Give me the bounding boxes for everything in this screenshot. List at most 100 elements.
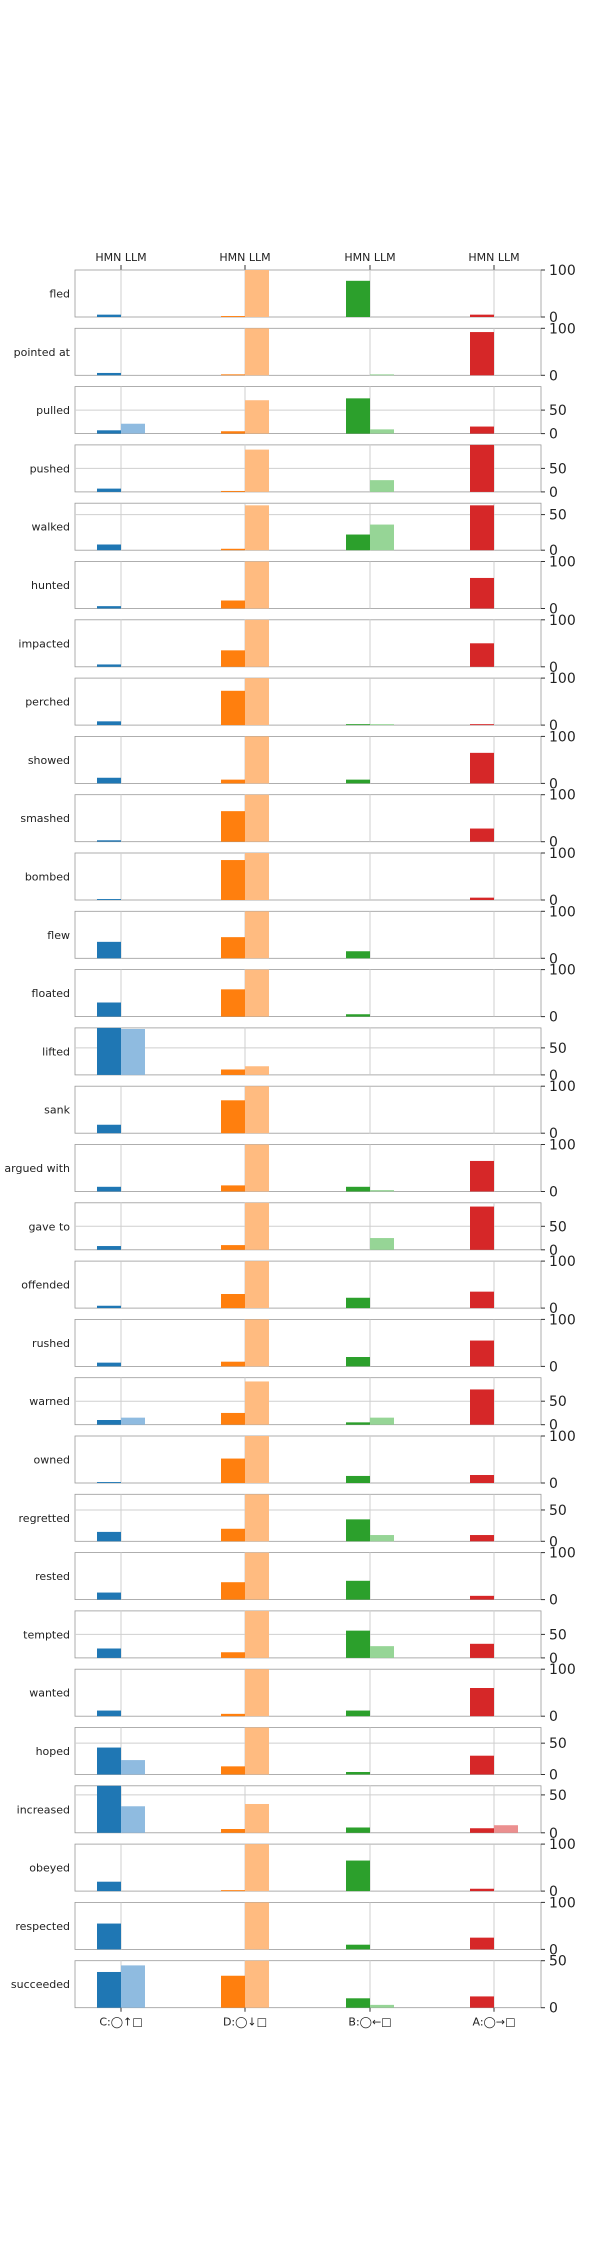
y-tick-label: 100	[549, 904, 576, 920]
panel-frame	[74, 269, 542, 318]
bar-llm	[245, 678, 269, 726]
y-tick-label: 0	[549, 2001, 558, 2017]
row-panel-floated: 0 100 floated	[32, 963, 576, 1026]
y-tick-label: 0	[549, 1534, 558, 1550]
bar-hmn	[97, 1124, 121, 1134]
y-tick-label: 50	[549, 403, 567, 419]
panel-frame	[74, 852, 542, 901]
x-tick-label: D:◯↓□	[223, 2016, 267, 2029]
y-tick-label: 0	[549, 543, 558, 559]
bar-hmn	[97, 721, 121, 726]
bar-hmn	[470, 1475, 494, 1483]
row-label: flew	[47, 929, 70, 942]
row-panel-smashed: 0 100 smashed	[20, 788, 575, 851]
y-tick-label: 0	[549, 310, 558, 326]
panel-frame	[74, 1260, 542, 1309]
bar-hmn	[221, 600, 245, 609]
y-tick-label: 0	[549, 485, 558, 501]
bar-hmn	[221, 1412, 245, 1425]
row-panel-pointed-at: 0 100 pointed at	[14, 321, 576, 384]
y-tick-label: 100	[549, 1546, 576, 1562]
row-panel-wanted: 0 100 wanted	[29, 1662, 576, 1725]
panel-frame	[74, 561, 542, 609]
y-tick-label: 0	[549, 718, 558, 734]
row-label: lifted	[42, 1045, 70, 1058]
panel-frame	[74, 327, 542, 376]
bar-hmn	[221, 937, 245, 959]
y-tick-label: 100	[549, 1312, 576, 1328]
panel-frame	[74, 1319, 542, 1367]
bar-llm	[370, 1646, 394, 1658]
x-tick-label: B:◯←□	[348, 2016, 391, 2029]
panel-frame	[74, 969, 542, 1017]
bar-hmn	[97, 1710, 121, 1717]
bar-hmn	[97, 1002, 121, 1017]
y-tick-label: 0	[549, 776, 558, 792]
bar-hmn	[221, 1528, 245, 1542]
panel-frame	[74, 1960, 542, 2009]
bar-hmn	[97, 430, 121, 434]
row-label: pulled	[36, 404, 70, 417]
row-panel-increased: 0 50 increased	[17, 1785, 567, 1842]
bar-hmn	[97, 1362, 121, 1367]
bar-llm	[245, 736, 269, 784]
bar-hmn	[346, 1580, 370, 1600]
bar-llm	[245, 328, 269, 376]
bar-hmn	[346, 534, 370, 551]
row-label: gave to	[28, 1220, 70, 1233]
bar-hmn	[97, 899, 121, 900]
y-tick-label: 100	[549, 1837, 576, 1853]
bar-llm	[245, 1552, 269, 1600]
bar-llm	[121, 1965, 145, 2008]
bar-hmn	[97, 1420, 121, 1425]
bar-hmn	[97, 372, 121, 376]
row-panel-warned: 0 50 warned	[29, 1377, 567, 1434]
row-panel-succeeded: 0 50 succeeded	[11, 1954, 567, 2017]
y-tick-label: 100	[549, 1254, 576, 1270]
bar-llm	[245, 1669, 269, 1717]
bar-hmn	[221, 1100, 245, 1134]
panel-frame	[74, 736, 542, 784]
y-tick-label: 0	[549, 1768, 558, 1784]
y-tick-label: 50	[549, 1954, 567, 1970]
bar-hmn	[346, 1630, 370, 1658]
panel-frame	[74, 1552, 542, 1600]
bar-llm	[370, 524, 394, 551]
panel-frame	[74, 1902, 542, 1950]
bar-hmn	[346, 1422, 370, 1425]
y-tick-label: 100	[549, 1895, 576, 1911]
bar-hmn	[97, 1027, 121, 1075]
bar-llm	[245, 561, 269, 609]
bar-hmn	[470, 1828, 494, 1833]
row-panel-flew: 0 100 flew	[47, 904, 575, 967]
bar-hmn	[470, 724, 494, 726]
bar-hmn	[346, 1014, 370, 1017]
y-tick-label: 50	[549, 1627, 567, 1643]
bar-hmn	[97, 941, 121, 959]
bar-llm	[121, 1028, 145, 1075]
bar-hmn	[470, 828, 494, 842]
bar-hmn	[470, 643, 494, 667]
y-tick-label: 100	[549, 1662, 576, 1678]
bar-hmn	[346, 1357, 370, 1367]
y-tick-label: 100	[549, 846, 576, 862]
bar-hmn	[97, 1305, 121, 1309]
bar-hmn	[97, 840, 121, 842]
row-label: obeyed	[29, 1862, 70, 1875]
y-tick-label: 50	[549, 1788, 567, 1804]
panel-frame	[74, 910, 542, 959]
bar-hmn	[470, 444, 494, 492]
bar-hmn	[97, 606, 121, 609]
row-panel-walked: 0 50 walked	[31, 502, 567, 559]
y-tick-label: 50	[549, 461, 567, 477]
y-tick-label: 0	[549, 1418, 558, 1434]
bar-hmn	[97, 1785, 121, 1833]
bar-hmn	[470, 332, 494, 376]
bar-hmn	[97, 544, 121, 551]
y-tick-label: 100	[549, 963, 576, 979]
bar-hmn	[221, 1185, 245, 1192]
panel-frame	[74, 1027, 542, 1076]
y-tick-label: 100	[549, 321, 576, 337]
bar-hmn	[97, 1592, 121, 1600]
row-label: offended	[21, 1279, 70, 1292]
